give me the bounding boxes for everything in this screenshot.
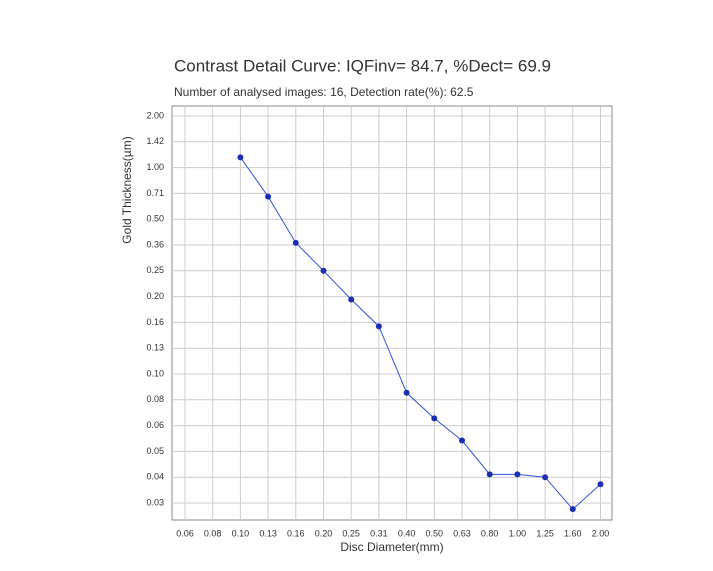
x-tick-label: 1.00	[509, 528, 527, 538]
y-tick-label: 0.05	[146, 446, 164, 456]
y-tick-label: 1.00	[146, 162, 164, 172]
y-tick-label: 0.04	[146, 472, 164, 482]
y-tick-label: 0.10	[146, 368, 164, 378]
data-point	[597, 481, 604, 488]
data-point	[486, 471, 493, 478]
y-tick-label: 0.25	[146, 265, 164, 275]
data-point	[459, 437, 465, 444]
chart-title: Contrast Detail Curve: IQFinv= 84.7, %De…	[174, 56, 551, 75]
x-tick-label: 0.31	[370, 528, 388, 538]
x-tick-label: 1.60	[564, 528, 582, 538]
data-point	[542, 474, 549, 481]
y-tick-label: 0.71	[146, 188, 164, 198]
y-axis-label: Gold Thickness(µm)	[120, 136, 134, 243]
data-point	[320, 267, 327, 274]
data-point	[348, 296, 355, 303]
y-tick-label: 2.00	[146, 110, 164, 120]
plot-frame	[171, 105, 613, 521]
x-tick-label: 0.63	[453, 528, 471, 538]
data-point	[375, 323, 382, 330]
x-tick-label: 0.10	[232, 528, 250, 538]
data-point	[569, 506, 576, 513]
x-axis-label: Disc Diameter(mm)	[340, 540, 443, 554]
data-point	[514, 471, 521, 478]
y-tick-label: 0.20	[146, 291, 164, 301]
chart-subtitle: Number of analysed images: 16, Detection…	[174, 85, 474, 99]
y-tick-label: 0.08	[146, 394, 164, 404]
x-tick-label: 1.25	[536, 528, 554, 538]
x-tick-label: 2.00	[592, 528, 610, 538]
y-tick-label: 0.36	[146, 239, 164, 249]
data-point	[431, 415, 438, 422]
data-point	[292, 239, 299, 246]
x-tick-label: 0.06	[176, 528, 194, 538]
x-tick-label: 0.16	[287, 528, 305, 538]
y-tick-label: 1.42	[146, 136, 164, 146]
y-tick-label: 0.06	[146, 420, 164, 430]
x-tick-label: 0.08	[204, 528, 222, 538]
y-tick-label: 0.13	[146, 343, 164, 353]
y-tick-label: 0.16	[146, 317, 164, 327]
x-tick-label: 0.80	[481, 528, 499, 538]
x-tick-label: 0.13	[259, 528, 277, 538]
x-tick-label: 0.50	[426, 528, 444, 538]
x-tick-label: 0.25	[342, 528, 360, 538]
data-line	[239, 157, 601, 510]
y-tick-label: 0.03	[146, 497, 164, 507]
x-tick-label: 0.20	[315, 528, 333, 538]
data-point	[403, 389, 410, 396]
data-point	[265, 193, 272, 200]
data-point	[237, 154, 244, 161]
y-tick-label: 0.50	[146, 214, 164, 224]
x-tick-label: 0.40	[398, 528, 416, 538]
